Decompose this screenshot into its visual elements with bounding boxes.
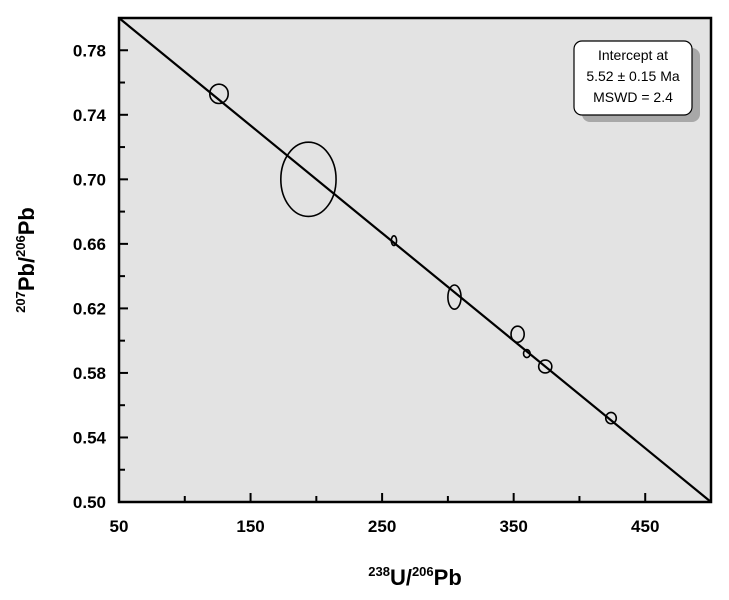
y-tick-label: 0.78: [73, 41, 106, 60]
y-tick-label: 0.66: [73, 235, 106, 254]
x-axis-title-sup2: 206: [412, 564, 434, 579]
annotation-line-1: Intercept at: [598, 47, 668, 63]
annotation-line-2: 5.52 ± 0.15 Ma: [586, 68, 680, 84]
error-ellipse: [537, 359, 553, 374]
y-tick-label: 0.50: [73, 493, 106, 512]
x-tick-label: 350: [499, 517, 527, 536]
x-axis-title-base2: Pb: [434, 565, 462, 590]
y-tick-label: 0.58: [73, 364, 106, 383]
y-axis-title-sup1: 207: [13, 291, 28, 313]
error-ellipse: [208, 83, 229, 105]
annotation-frame: [573, 40, 693, 116]
x-tick-label: 150: [236, 517, 264, 536]
x-tick-label: 450: [631, 517, 659, 536]
y-tick-label: 0.62: [73, 299, 106, 318]
x-axis-title: 238U/206Pb: [368, 564, 462, 590]
error-ellipse: [604, 411, 618, 425]
annotation-box: Intercept at 5.52 ± 0.15 Ma MSWD = 2.4: [573, 40, 700, 122]
y-axis-title-sup2: 206: [13, 235, 28, 257]
y-axis-title-base2: Pb: [14, 207, 39, 235]
y-tick-label: 0.54: [73, 428, 107, 447]
annotation-line-3: MSWD = 2.4: [593, 89, 673, 105]
y-axis-title-base1: Pb/: [14, 257, 39, 291]
regression-line: [118, 17, 712, 503]
x-axis-title-sup1: 238: [368, 564, 390, 579]
y-tick-label: 0.70: [73, 170, 106, 189]
x-tick-label: 50: [110, 517, 129, 536]
x-tick-label: 250: [368, 517, 396, 536]
y-tick-label: 0.74: [73, 106, 107, 125]
error-ellipse: [280, 141, 337, 218]
y-axis-title: 207Pb/206Pb: [13, 207, 39, 313]
error-ellipse: [510, 325, 525, 344]
x-axis-title-base1: U/: [390, 565, 412, 590]
